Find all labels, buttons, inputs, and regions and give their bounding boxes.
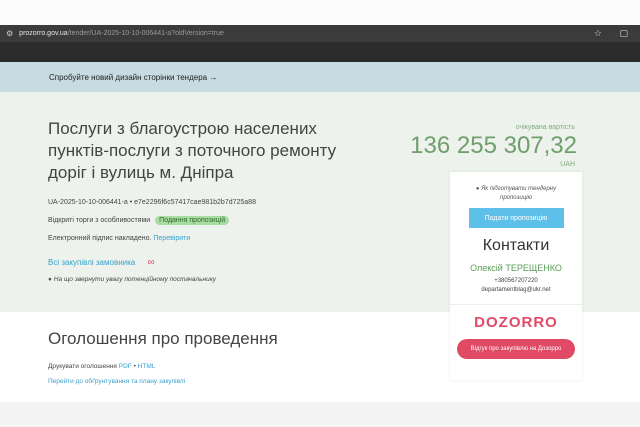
signature-row: Електронний підпис накладено. Перевірити [48, 234, 190, 243]
sidebar-card: ● Як підготувати тендерну пропозицію Под… [450, 172, 582, 380]
arrow-right-icon: → [209, 73, 218, 82]
dozorro-logo: DOZORRO [474, 314, 558, 331]
contacts-title: Контакти [482, 237, 550, 254]
bookmarks-bar [0, 42, 640, 62]
tender-id: UA-2025-10-10-006441-a • e7e2296f6c57417… [48, 199, 256, 206]
verify-link[interactable]: Перевірити [153, 235, 191, 242]
attention-link[interactable]: На що звернути увагу потенційному постач… [53, 276, 217, 283]
help-icon: ● [475, 186, 480, 192]
divider [450, 304, 582, 305]
tune-icon[interactable]: ⚙ [6, 29, 14, 38]
price-label: очікувана вартість [515, 124, 575, 131]
status-badge: Подання пропозицій [155, 216, 230, 225]
all-purchases-row: Всі закупівлі замовника ∞ [48, 257, 155, 268]
prepare-hint-link[interactable]: Як підготувати тендерну пропозицію [481, 186, 557, 201]
url-path: /tender/UA-2025-10-10-006441-a?oldVersio… [67, 30, 224, 37]
submit-proposal-button[interactable]: Подати пропозицію [468, 208, 564, 228]
print-row: Друкувати оголошення PDF • HTML [48, 363, 156, 370]
currency: UAH [560, 161, 575, 168]
binoculars-icon[interactable]: ∞ [147, 257, 155, 268]
announcement-title: Оголошення про проведення [48, 329, 278, 348]
tender-type: Відкриті торги з особливостями [48, 217, 151, 224]
top-margin [0, 0, 640, 25]
expected-price: 136 255 307,32 [410, 132, 577, 159]
tender-title: Послуги з благоустрою населених пунктів-… [48, 119, 337, 182]
help-icon: ● [48, 276, 52, 283]
all-purchases-link[interactable]: Всі закупівлі замовника [48, 258, 136, 267]
contact-person: Олексій ТЕРЕЩЕНКО [470, 263, 562, 273]
new-design-banner[interactable]: Спробуйте новий дизайн сторінки тендера … [0, 62, 640, 92]
extensions-icon[interactable]: ▢ [619, 28, 628, 38]
tender-type-row: Відкриті торги з особливостями Подання пр… [48, 216, 230, 225]
contact-phone: +380567207220 [494, 278, 538, 284]
pdf-link[interactable]: PDF [118, 363, 132, 370]
contact-email: departamentblag@ukr.net [481, 287, 551, 293]
print-label: Друкувати оголошення [48, 363, 117, 370]
banner-text[interactable]: Спробуйте новий дизайн сторінки тендера [49, 73, 208, 82]
html-link[interactable]: HTML [137, 363, 156, 370]
url-host: prozorro.gov.ua [19, 30, 68, 37]
address-bar[interactable]: ⚙ prozorro.gov.ua/tender/UA-2025-10-10-0… [0, 25, 640, 42]
signature-text: Електронний підпис накладено. [48, 235, 152, 242]
dozorro-review-button[interactable]: Відгук про закупівлю на Дозорро [457, 339, 575, 359]
star-icon[interactable]: ☆ [593, 28, 602, 38]
prepare-hint[interactable]: ● Як підготувати тендерну пропозицію [450, 185, 582, 203]
attention-row[interactable]: ● На що звернути увагу потенційному пост… [48, 275, 216, 284]
plan-link[interactable]: Перейти до обґрунтування та плану закупі… [48, 378, 186, 385]
